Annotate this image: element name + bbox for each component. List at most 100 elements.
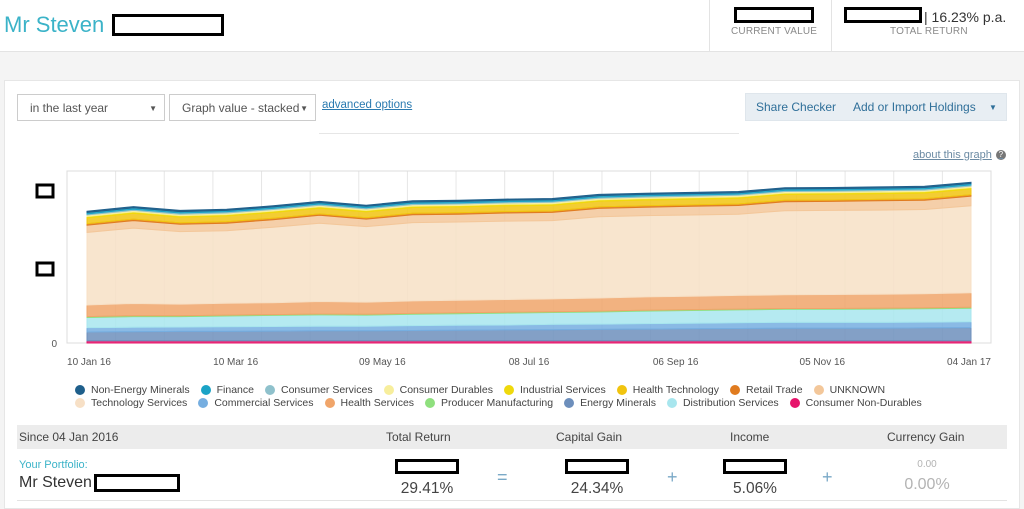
legend-label: Industrial Services [519,383,606,396]
legend-item[interactable]: Energy Minerals [564,396,656,409]
period-select[interactable]: in the last year ▼ [17,94,165,121]
performance-panel: in the last year ▼ Graph value - stacked… [4,80,1020,509]
chart-legend: Non-Energy Minerals Finance Consumer Servi… [75,383,1015,409]
add-import-holdings-button[interactable]: Add or Import Holdings [853,100,976,114]
total-return-header: Total Return [386,430,451,444]
legend-swatch [729,384,740,395]
legend-row: Technology Services Commercial Services He… [75,396,1015,409]
current-value-label: CURRENT VALUE [731,26,818,37]
about-graph-link[interactable]: about this graph ? [913,149,1006,161]
legend-item[interactable]: Distribution Services [666,396,779,409]
x-tick-label: 09 May 16 [359,357,406,368]
help-icon: ? [995,150,1006,160]
legend-item[interactable]: Consumer Services [264,383,373,396]
legend-label: Consumer Services [280,383,373,396]
x-tick-label: 06 Sep 16 [653,357,699,368]
legend-swatch [75,384,85,395]
legend-label: Retail Trade [745,383,803,396]
chevron-down-icon[interactable]: ▼ [989,103,997,112]
x-tick-label: 10 Mar 16 [213,357,258,368]
y-tick-label: 0 [51,339,57,350]
total-return-value: | 16.23% p.a. [924,9,1007,25]
legend-item[interactable]: Retail Trade [729,383,803,396]
legend-item[interactable]: Industrial Services [503,383,606,396]
legend-swatch [789,397,800,408]
advanced-options-link[interactable]: advanced options [322,99,413,111]
legend-item[interactable]: Finance [200,383,254,396]
legend-item[interactable]: Producer Manufacturing [425,396,553,409]
redaction-box [723,459,787,474]
redaction-box [35,183,55,199]
income-cell: 5.06% [705,449,805,498]
equals-sign: = [497,467,508,487]
legend-item[interactable]: Health Technology [616,383,719,396]
x-tick-label: 10 Jan 16 [67,357,111,368]
total-return-cell: 29.41% [377,449,477,498]
legend-label: Health Technology [632,383,719,396]
legend-item[interactable]: Health Services [324,396,415,409]
graph-type-select[interactable]: Graph value - stacked ▼ [169,94,316,121]
about-graph-label: about this graph [913,149,992,161]
legend-swatch [616,384,627,395]
legend-swatch [324,397,335,408]
legend-swatch [503,384,514,395]
legend-label: Consumer Non-Durables [805,396,922,409]
x-tick-label: 05 Nov 16 [800,357,846,368]
graph-type-select-value: Graph value - stacked [182,101,300,115]
plus-sign: + [822,467,833,487]
current-value-stat: CURRENT VALUE [709,0,831,52]
x-tick-label: 08 Jul 16 [509,357,550,368]
currency-gain-cell: 0.00 0.00% [877,449,977,494]
redaction-box [93,474,180,492]
plus-sign: + [667,467,678,487]
currency-gain-pct: 0.00% [904,476,950,493]
summary-header: Since 04 Jan 2016 Total Return Capital G… [17,425,1007,449]
legend-swatch [813,384,824,395]
chevron-down-icon: ▼ [300,104,308,113]
redaction-box [844,7,922,23]
portfolio-name: Mr Steven [19,474,180,492]
legend-item[interactable]: Technology Services [75,396,187,409]
chevron-down-icon: ▼ [149,104,157,113]
legend-label: Distribution Services [682,396,779,409]
income-header: Income [730,430,770,444]
x-tick-label: 04 Jan 17 [947,357,991,368]
total-return-label: TOTAL RETURN [890,26,968,37]
legend-swatch [425,397,436,408]
owner-name: Mr Steven [4,12,105,37]
redaction-box [565,459,629,474]
legend-item[interactable]: UNKNOWN [813,383,886,396]
legend-swatch [666,397,677,408]
redaction-box [734,7,814,23]
capital-gain-header: Capital Gain [556,430,623,444]
share-checker-button[interactable]: Share Checker [756,100,837,114]
period-select-value: in the last year [30,101,109,115]
stacked-area-chart: 10 Jan 16 10 Mar 16 09 May 16 08 Jul 16 06 S… [35,170,992,368]
legend-item[interactable]: Consumer Durables [383,383,493,396]
area-non-energy-minerals [86,181,972,213]
legend-label: Commercial Services [214,396,314,409]
chart-axes: 10 Jan 16 10 Mar 16 09 May 16 08 Jul 16 06 S… [35,183,991,368]
total-return-pct: 29.41% [400,480,454,497]
legend-label: Energy Minerals [580,396,656,409]
divider [319,133,739,134]
redaction-box [35,261,55,277]
legend-item[interactable]: Non-Energy Minerals [75,383,190,396]
legend-swatch [564,397,575,408]
legend-label: Health Services [340,396,415,409]
legend-label: UNKNOWN [829,383,886,396]
legend-item[interactable]: Commercial Services [198,396,314,409]
portfolio-header: Mr Steven CURRENT VALUE | 16.23% p.a. TO… [0,0,1024,52]
legend-row: Non-Energy Minerals Finance Consumer Servi… [75,383,1015,396]
legend-swatch [200,384,211,395]
currency-gain-header: Currency Gain [887,430,965,444]
legend-label: Non-Energy Minerals [91,383,190,396]
capital-gain-cell: 24.34% [547,449,647,498]
legend-item[interactable]: Consumer Non-Durables [789,396,922,409]
legend-label: Technology Services [91,396,188,409]
holdings-actions: Share Checker Add or Import Holdings ▼ [745,93,1007,121]
redaction-box [112,14,225,36]
income-pct: 5.06% [733,480,777,497]
since-label: Since 04 Jan 2016 [19,430,119,444]
currency-gain-value: 0.00 [917,459,937,470]
